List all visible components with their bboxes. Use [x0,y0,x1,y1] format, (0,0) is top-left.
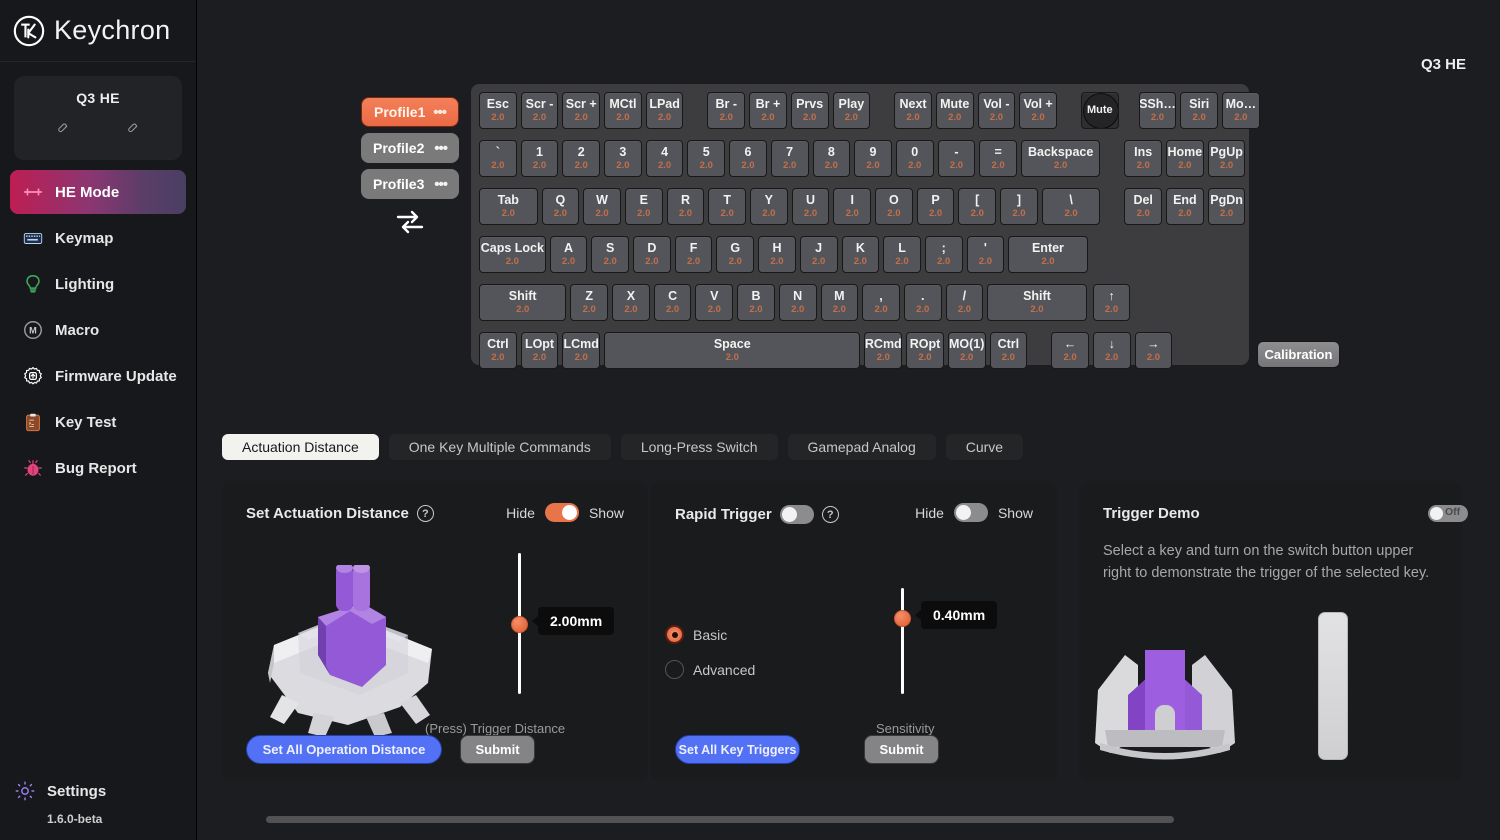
svg-text:M: M [29,326,37,336]
